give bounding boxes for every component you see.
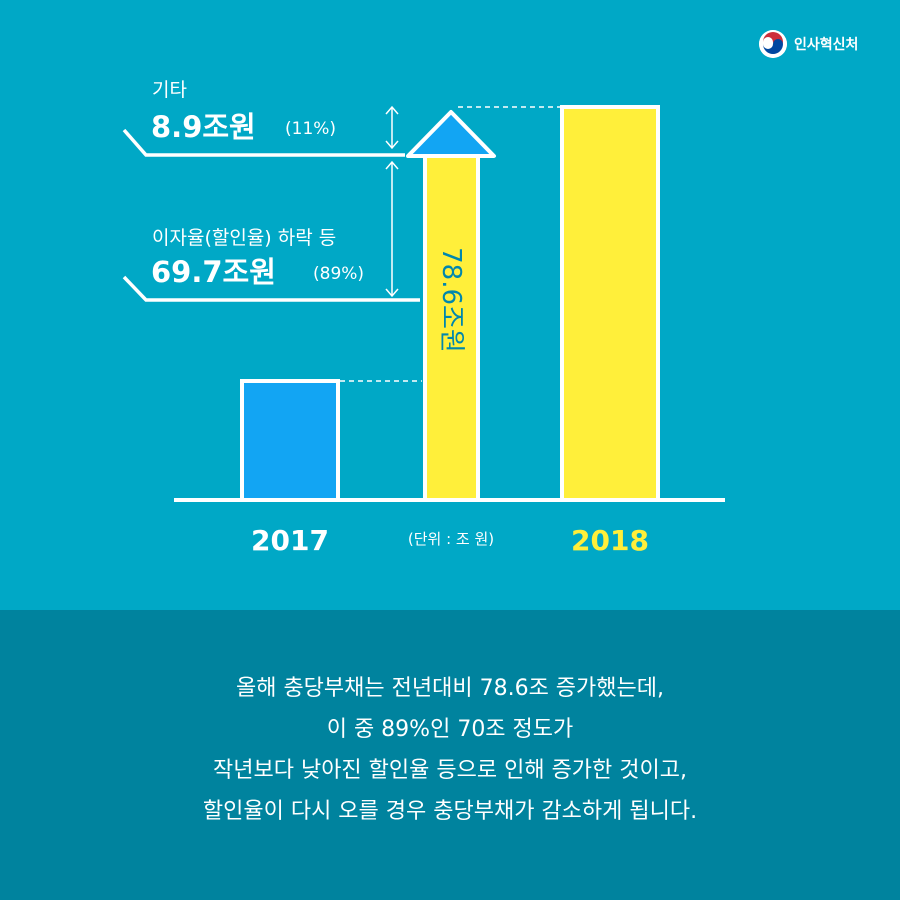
interest-value: 69.7조원 xyxy=(151,255,276,289)
caption-band xyxy=(0,610,900,900)
increase-arrow-head xyxy=(406,110,496,158)
interest-dimension-arrow xyxy=(385,160,399,298)
bar-2017 xyxy=(240,379,340,502)
caption: 올해 충당부채는 전년대비 78.6조 증가했는데, 이 중 89%인 70조 … xyxy=(0,668,900,832)
caption-line: 작년보다 낮아진 할인율 등으로 인해 증가한 것이고, xyxy=(213,758,687,783)
unit-note: (단위 : 조 원) xyxy=(408,530,494,548)
interest-pct: (89%) xyxy=(313,264,364,284)
taegeuk-emblem-icon xyxy=(759,30,787,58)
bar-2018 xyxy=(560,105,660,502)
caption-line: 할인율이 다시 오를 경우 충당부채가 감소하게 됩니다. xyxy=(202,799,698,824)
increase-label: 78.6조원 xyxy=(436,247,466,353)
interest-leader-line xyxy=(122,275,420,302)
logo-text: 인사혁신처 xyxy=(794,37,859,53)
other-dimension-arrow xyxy=(385,105,399,150)
interest-label: 이자율(할인율) 하락 등 xyxy=(152,227,336,249)
other-label: 기타 xyxy=(152,79,187,101)
caption-line: 올해 충당부채는 전년대비 78.6조 증가했는데, xyxy=(235,676,665,701)
caption-line: 이 중 89%인 70조 정도가 xyxy=(326,717,574,742)
other-value: 8.9조원 xyxy=(151,110,256,144)
other-pct: (11%) xyxy=(285,119,336,139)
category-label-2018: 2018 xyxy=(571,524,649,557)
logo: 인사혁신처 xyxy=(759,30,858,58)
category-label-2017: 2017 xyxy=(251,524,329,557)
other-leader-line xyxy=(122,128,405,157)
increase-bar-chart: 78.6조원 기타 8.9조원 (11%) 이자율(할인율) 하락 등 69.7… xyxy=(122,79,725,557)
